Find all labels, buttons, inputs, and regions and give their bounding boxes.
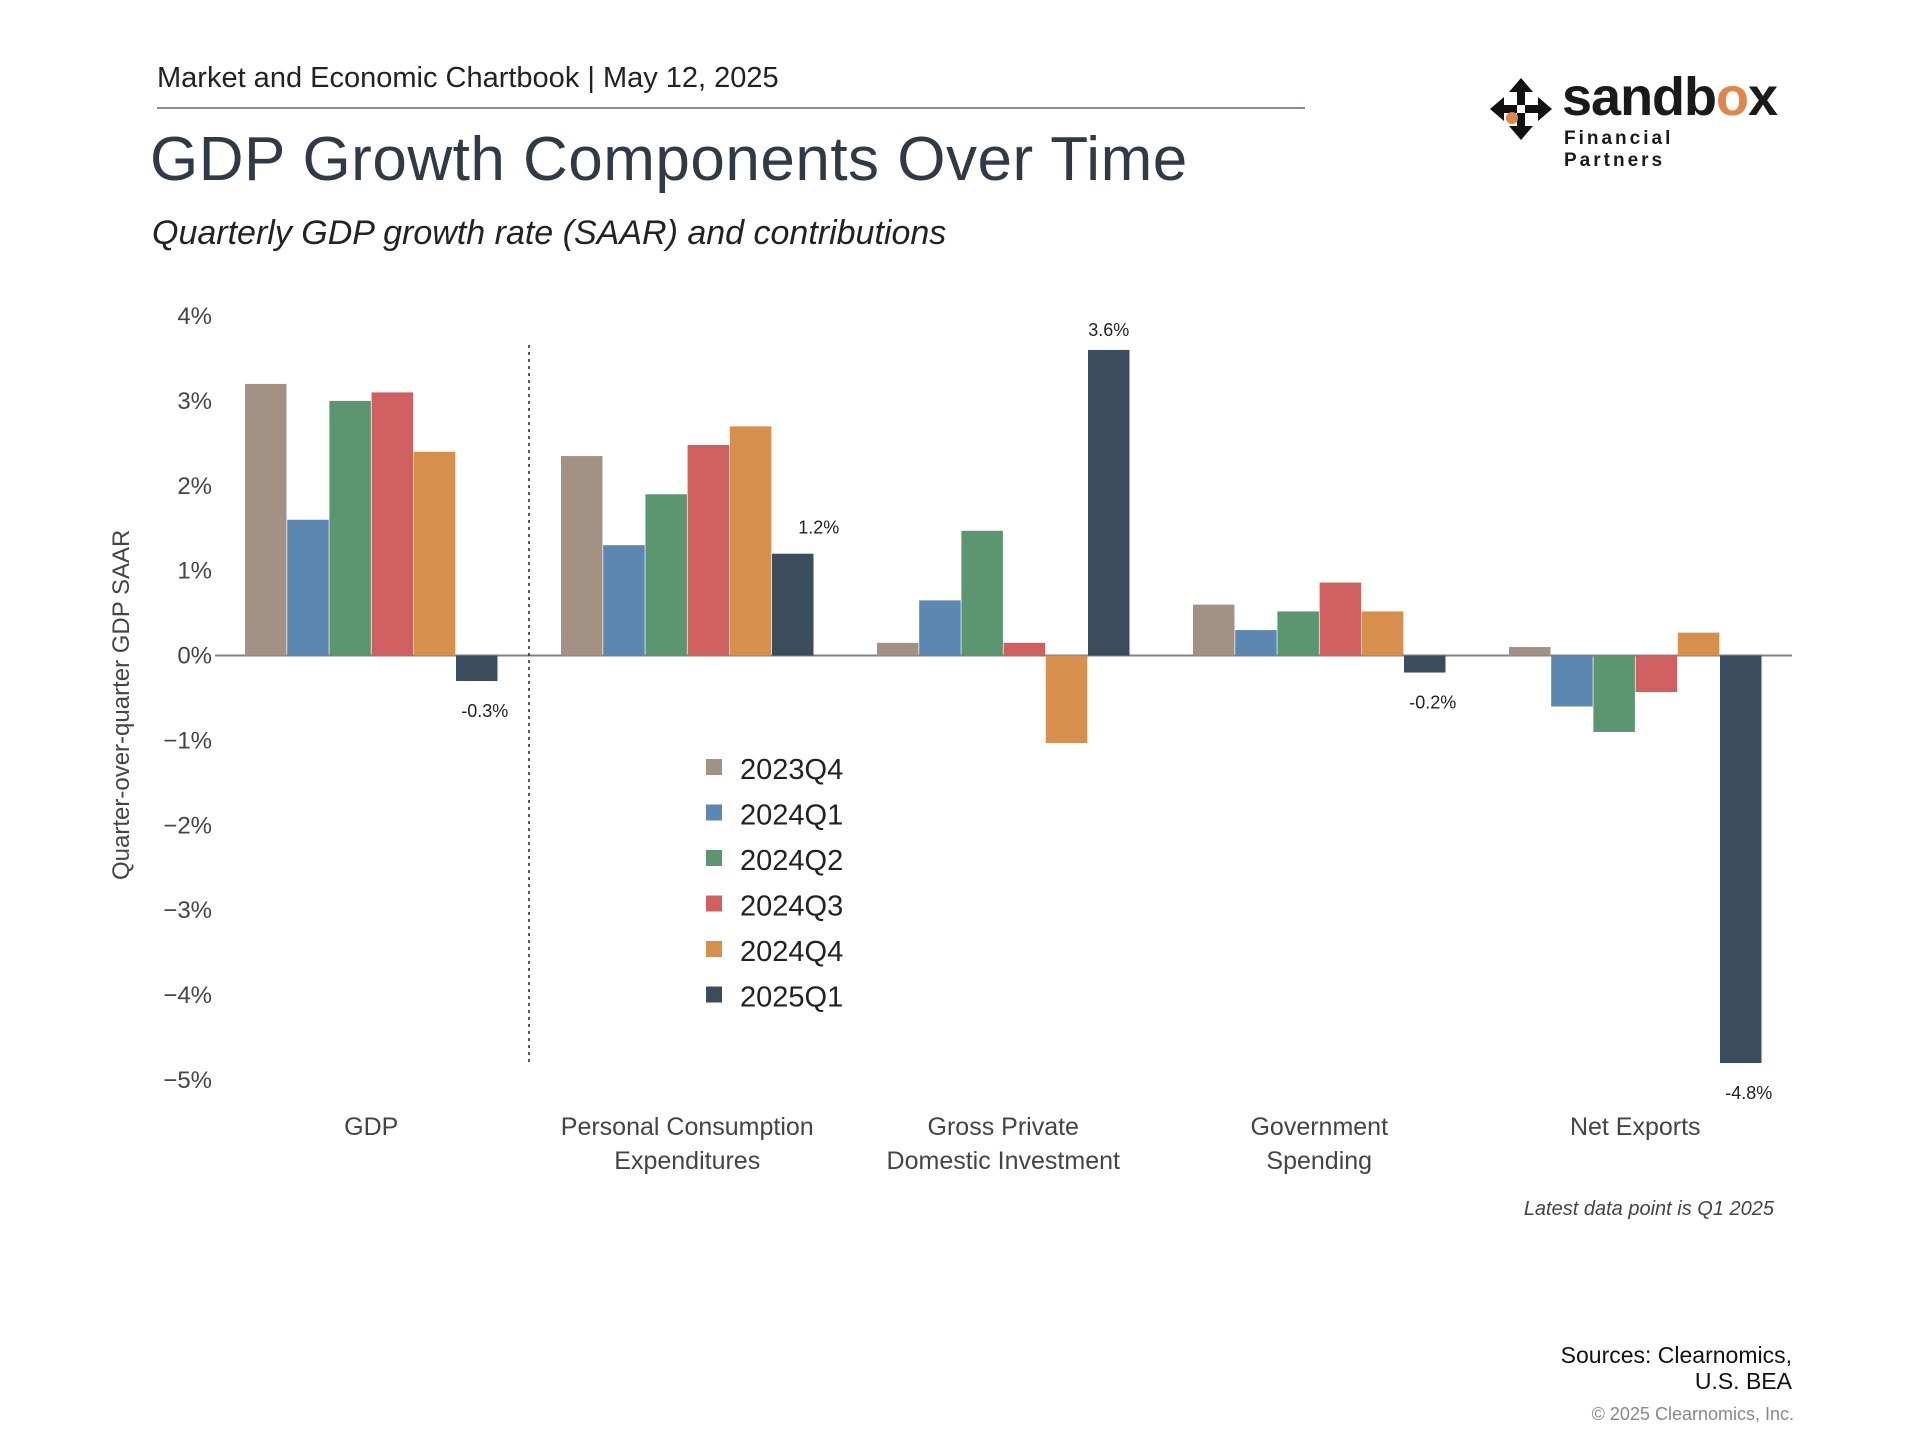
- y-tick-label: 4%: [177, 303, 212, 330]
- bar-2024q1-cat4: [1551, 655, 1593, 707]
- bar-2024q2-cat2: [961, 530, 1003, 656]
- y-tick-label: 0%: [177, 643, 212, 670]
- bar-2024q3-cat3: [1319, 582, 1362, 656]
- y-tick-label: −2%: [163, 812, 212, 839]
- bar-2024q1-cat1: [603, 545, 645, 656]
- sources-line-2: U.S. BEA: [1694, 1368, 1792, 1394]
- bar-2024q3-cat2: [1003, 642, 1046, 656]
- header-divider: [157, 107, 1305, 109]
- y-tick-label: 1%: [177, 558, 212, 585]
- bar-2023q4-cat2: [877, 642, 919, 656]
- data-label: -0.3%: [461, 701, 508, 721]
- bar-2024q1-cat0: [287, 519, 329, 656]
- data-label: 3.6%: [1088, 320, 1129, 340]
- bar-2024q4-cat1: [729, 426, 772, 656]
- category-label: Spending: [1266, 1147, 1372, 1175]
- data-label: -4.8%: [1725, 1083, 1772, 1103]
- category-label: Expenditures: [614, 1147, 760, 1175]
- legend-label: 2024Q2: [740, 845, 843, 877]
- legend-label: 2025Q1: [740, 982, 843, 1014]
- legend-swatch: [706, 941, 722, 957]
- bar-2025q1-cat2: [1088, 349, 1130, 656]
- bar-2024q4-cat3: [1361, 611, 1404, 656]
- category-label: Net Exports: [1570, 1113, 1701, 1141]
- chart-title: GDP Growth Components Over Time: [150, 125, 1188, 194]
- y-tick-label: −5%: [163, 1067, 212, 1094]
- bar-2024q1-cat3: [1235, 630, 1277, 656]
- data-label: 1.2%: [798, 518, 839, 538]
- category-label: Domestic Investment: [887, 1147, 1120, 1175]
- category-label: GDP: [344, 1113, 398, 1141]
- y-axis-label: Quarter-over-quarter GDP SAAR: [108, 529, 135, 880]
- data-label: -0.2%: [1409, 693, 1456, 713]
- bar-2025q1-cat4: [1720, 655, 1762, 1064]
- category-label: Government: [1250, 1113, 1388, 1141]
- copyright: © 2025 Clearnomics, Inc.: [1591, 1404, 1794, 1424]
- bar-2024q4-cat2: [1045, 655, 1088, 743]
- category-label: Personal Consumption: [561, 1113, 814, 1141]
- move-arrows-icon: [1490, 78, 1552, 140]
- legend-label: 2024Q3: [740, 891, 843, 923]
- sandbox-logo: sandbox Financial Partners: [1488, 67, 1778, 171]
- legend-swatch: [706, 986, 722, 1003]
- chartbook-header: Market and Economic Chartbook | May 12, …: [157, 62, 779, 94]
- y-tick-label: −1%: [163, 727, 212, 754]
- legend-swatch: [706, 804, 722, 821]
- bar-2024q1-cat2: [919, 600, 961, 656]
- y-tick-label: 3%: [177, 388, 212, 415]
- y-tick-label: 2%: [177, 473, 212, 500]
- legend-label: 2024Q1: [740, 800, 843, 832]
- logo-wordmark: sandbox: [1562, 67, 1778, 127]
- y-tick-label: −4%: [163, 982, 212, 1009]
- logo-tagline: Financial Partners: [1564, 128, 1674, 171]
- y-tick-label: −3%: [163, 897, 212, 924]
- sources: Sources: Clearnomics, U.S. BEA: [1561, 1342, 1792, 1394]
- bar-2024q2-cat1: [645, 494, 687, 656]
- legend-swatch: [706, 850, 722, 866]
- bar-2024q2-cat0: [329, 400, 371, 656]
- latest-data-note: Latest data point is Q1 2025: [1523, 1198, 1774, 1220]
- bar-2025q1-cat0: [456, 655, 498, 682]
- bar-2023q4-cat4: [1509, 647, 1551, 656]
- bar-2024q3-cat1: [687, 445, 730, 656]
- sources-line-1: Sources: Clearnomics,: [1560, 1342, 1792, 1368]
- legend-swatch: [706, 895, 722, 912]
- bar-2025q1-cat3: [1404, 655, 1446, 673]
- bar-2024q4-cat0: [413, 451, 456, 656]
- legend-swatch: [706, 759, 722, 775]
- bar-2023q4-cat3: [1193, 604, 1235, 656]
- bar-2024q3-cat0: [371, 392, 414, 656]
- bar-2024q2-cat4: [1593, 655, 1635, 732]
- bar-2024q4-cat4: [1677, 632, 1720, 656]
- bar-2023q4-cat1: [561, 456, 603, 656]
- bar-2025q1-cat1: [772, 553, 814, 656]
- legend-label: 2023Q4: [740, 754, 843, 786]
- bar-2024q2-cat3: [1277, 611, 1319, 656]
- bar-2023q4-cat0: [245, 383, 287, 656]
- chart-subtitle: Quarterly GDP growth rate (SAAR) and con…: [152, 214, 947, 252]
- legend-label: 2024Q4: [740, 936, 843, 968]
- category-label: Gross Private: [928, 1113, 1079, 1141]
- bar-2024q3-cat4: [1635, 655, 1678, 693]
